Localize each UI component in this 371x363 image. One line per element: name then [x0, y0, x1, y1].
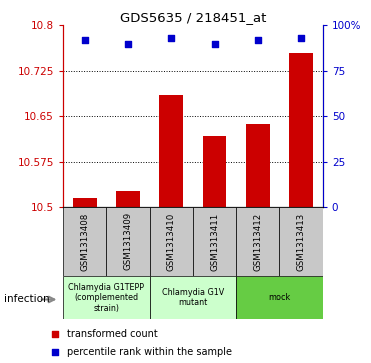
Text: infection: infection — [4, 294, 49, 305]
Bar — [236, 207, 279, 276]
Bar — [150, 207, 193, 276]
Bar — [289, 53, 313, 207]
Text: GSM1313412: GSM1313412 — [253, 212, 262, 270]
Text: transformed count: transformed count — [67, 329, 158, 339]
Bar — [203, 135, 226, 207]
Bar — [150, 276, 236, 319]
Bar — [73, 198, 96, 207]
Point — [298, 35, 304, 41]
Text: GSM1313413: GSM1313413 — [297, 212, 306, 270]
Bar — [279, 207, 323, 276]
Bar — [236, 276, 323, 319]
Point — [125, 41, 131, 46]
Text: Chlamydia G1V
mutant: Chlamydia G1V mutant — [162, 288, 224, 307]
Bar — [246, 124, 270, 207]
Text: percentile rank within the sample: percentile rank within the sample — [67, 347, 232, 357]
Bar — [193, 207, 236, 276]
Bar — [160, 95, 183, 207]
Text: GSM1313409: GSM1313409 — [124, 212, 132, 270]
Text: GSM1313411: GSM1313411 — [210, 212, 219, 270]
Point — [52, 349, 58, 355]
Text: GSM1313410: GSM1313410 — [167, 212, 176, 270]
Bar — [63, 207, 106, 276]
Text: GSM1313408: GSM1313408 — [80, 212, 89, 270]
Bar — [63, 276, 150, 319]
Point — [255, 37, 261, 43]
Text: mock: mock — [268, 293, 290, 302]
Bar — [116, 191, 140, 207]
Point — [52, 331, 58, 337]
Point — [211, 41, 217, 46]
Title: GDS5635 / 218451_at: GDS5635 / 218451_at — [120, 11, 266, 24]
Bar — [106, 207, 150, 276]
Point — [168, 35, 174, 41]
Point — [82, 37, 88, 43]
Text: Chlamydia G1TEPP
(complemented
strain): Chlamydia G1TEPP (complemented strain) — [68, 283, 144, 313]
